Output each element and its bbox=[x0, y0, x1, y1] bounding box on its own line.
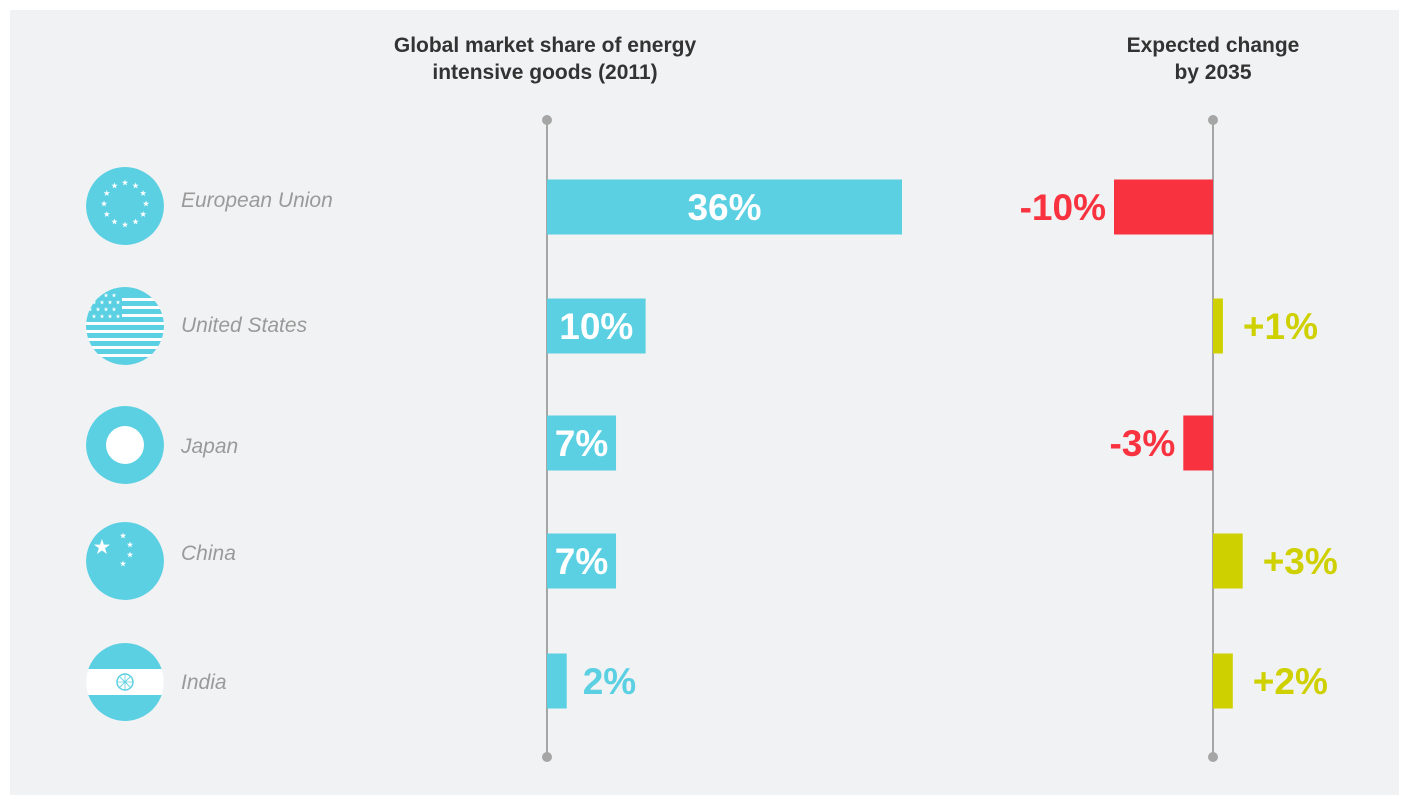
positive-change-bar bbox=[1213, 653, 1233, 709]
change-axis-bottom-dot bbox=[1208, 752, 1218, 762]
svg-text:★: ★ bbox=[92, 314, 97, 320]
change-value-label: +2% bbox=[1253, 661, 1328, 702]
svg-text:★: ★ bbox=[120, 560, 127, 568]
japan-flag-icon bbox=[86, 406, 164, 484]
svg-text:★: ★ bbox=[127, 541, 134, 549]
change-axis-top-dot bbox=[1208, 115, 1218, 125]
us-flag-icon: ★ ★ ★ ★ ★ ★ ★ ★ ★ ★ ★ ★ ★ ★ ★ bbox=[86, 287, 164, 365]
svg-text:★: ★ bbox=[104, 190, 111, 198]
svg-text:★: ★ bbox=[100, 314, 105, 320]
svg-text:★: ★ bbox=[112, 293, 117, 299]
share-value-label: 7% bbox=[555, 423, 608, 464]
svg-text:★: ★ bbox=[96, 307, 101, 313]
change-value-label: -3% bbox=[1109, 423, 1175, 464]
chart-panel bbox=[10, 10, 1399, 795]
share-value-label: 7% bbox=[555, 541, 608, 582]
svg-text:★: ★ bbox=[112, 307, 117, 313]
svg-text:★: ★ bbox=[140, 190, 147, 198]
svg-text:★: ★ bbox=[116, 300, 121, 306]
share-axis-bottom-dot bbox=[542, 752, 552, 762]
svg-text:★: ★ bbox=[88, 307, 93, 313]
svg-text:★: ★ bbox=[108, 314, 113, 320]
eu-flag-icon: ★ ★ ★ ★ ★ ★ ★ ★ ★ ★ ★ ★ bbox=[86, 167, 164, 245]
svg-text:★: ★ bbox=[108, 300, 113, 306]
share-value-label: 2% bbox=[583, 661, 636, 702]
china-flag-icon: ★ ★ ★ ★ ★ bbox=[86, 522, 164, 600]
svg-text:★: ★ bbox=[132, 218, 139, 226]
svg-text:★: ★ bbox=[122, 179, 129, 187]
svg-text:★: ★ bbox=[116, 314, 121, 320]
share-bar bbox=[547, 179, 902, 235]
svg-text:★: ★ bbox=[127, 551, 134, 559]
svg-text:★: ★ bbox=[94, 537, 111, 557]
expected-change-title: Expected change by 2035 bbox=[1126, 34, 1300, 84]
svg-text:★: ★ bbox=[140, 211, 147, 219]
svg-text:★: ★ bbox=[122, 221, 129, 229]
share-axis-top-dot bbox=[542, 115, 552, 125]
share-bar bbox=[547, 653, 567, 709]
country-label: China bbox=[181, 542, 236, 565]
svg-text:★: ★ bbox=[104, 211, 111, 219]
svg-text:★: ★ bbox=[104, 307, 109, 313]
svg-text:★: ★ bbox=[101, 200, 108, 208]
country-label: India bbox=[181, 671, 227, 694]
country-label: European Union bbox=[181, 189, 333, 212]
change-value-label: -10% bbox=[1020, 187, 1106, 228]
positive-change-bar bbox=[1213, 533, 1243, 589]
positive-change-bar bbox=[1213, 298, 1223, 354]
country-label: Japan bbox=[181, 435, 239, 458]
negative-change-bar bbox=[1183, 415, 1213, 471]
svg-text:★: ★ bbox=[111, 218, 118, 226]
change-value-label: +3% bbox=[1263, 541, 1338, 582]
svg-text:★: ★ bbox=[100, 300, 105, 306]
svg-text:★: ★ bbox=[143, 200, 150, 208]
country-label: United States bbox=[181, 314, 308, 337]
share-bar bbox=[547, 298, 646, 354]
svg-text:★: ★ bbox=[96, 293, 101, 299]
svg-text:★: ★ bbox=[111, 182, 118, 190]
svg-text:★: ★ bbox=[120, 532, 127, 540]
india-flag-icon bbox=[86, 643, 164, 721]
share-bar bbox=[547, 415, 617, 471]
negative-change-bar bbox=[1114, 179, 1213, 235]
svg-text:★: ★ bbox=[92, 300, 97, 306]
market-share-title: Global market share of energy intensive … bbox=[393, 34, 697, 84]
svg-text:★: ★ bbox=[104, 293, 109, 299]
change-value-label: +1% bbox=[1243, 306, 1318, 347]
svg-text:★: ★ bbox=[132, 182, 139, 190]
share-value-label: 36% bbox=[687, 187, 761, 228]
share-bar bbox=[547, 533, 617, 589]
share-value-label: 10% bbox=[559, 306, 633, 347]
